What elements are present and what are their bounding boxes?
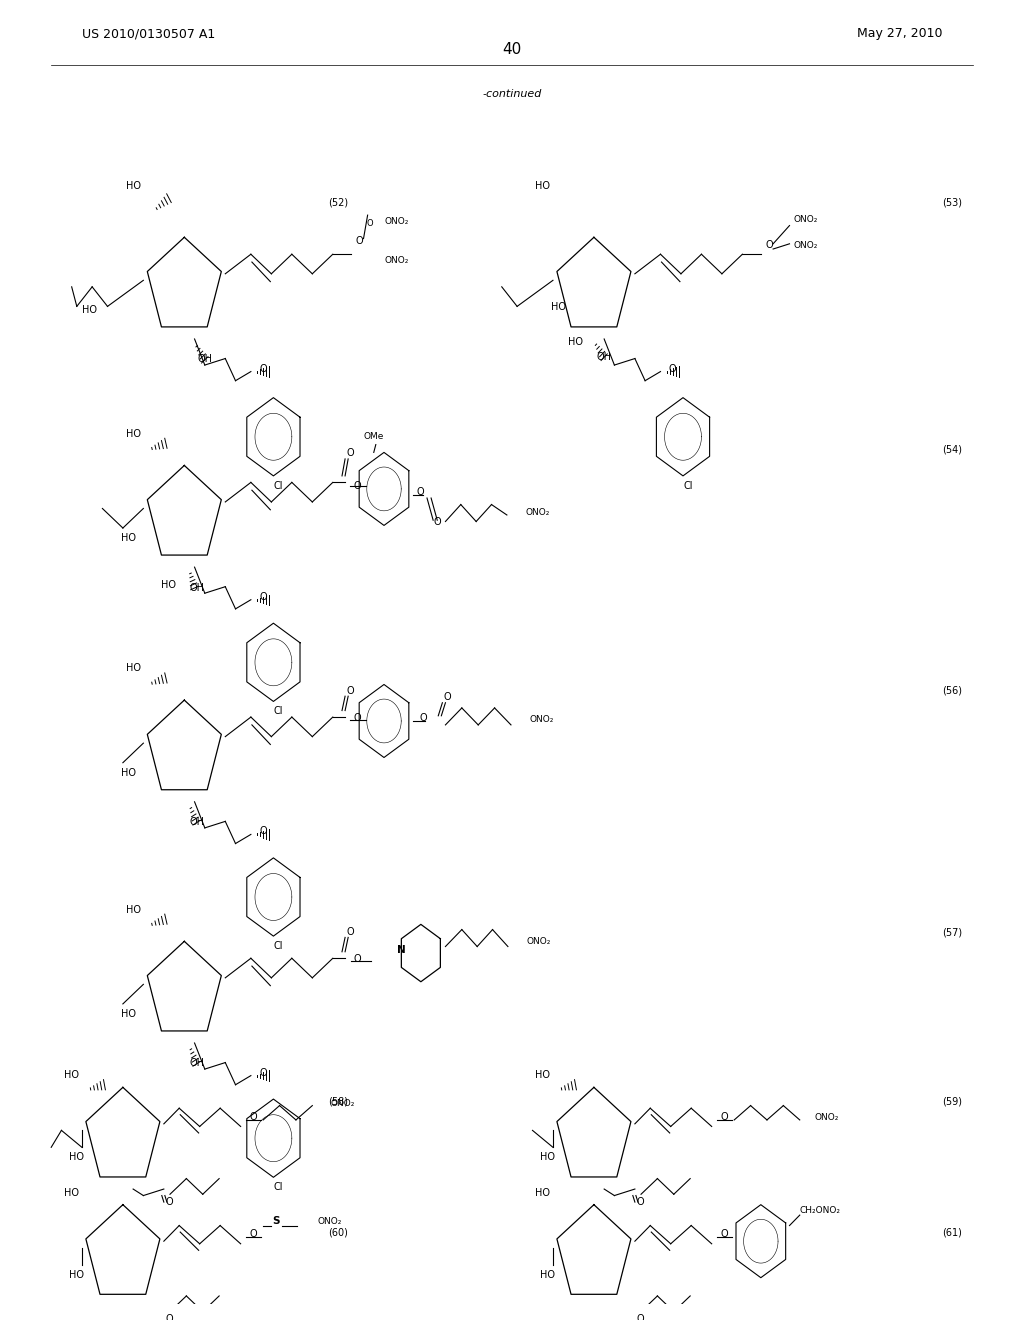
Text: OMe: OMe bbox=[364, 433, 384, 441]
Text: Cl: Cl bbox=[683, 480, 693, 491]
Text: HO: HO bbox=[126, 181, 140, 191]
Text: O: O bbox=[346, 449, 354, 458]
Text: O: O bbox=[720, 1111, 728, 1122]
Text: O: O bbox=[367, 219, 373, 227]
Text: HO: HO bbox=[121, 533, 135, 543]
Text: O: O bbox=[636, 1197, 644, 1206]
Text: O: O bbox=[669, 363, 677, 374]
Text: ONO₂: ONO₂ bbox=[794, 240, 818, 249]
Text: O: O bbox=[249, 1229, 257, 1239]
Text: O: O bbox=[443, 692, 452, 702]
Text: O: O bbox=[259, 363, 267, 374]
Text: OH: OH bbox=[198, 355, 212, 364]
Text: HO: HO bbox=[541, 1270, 555, 1279]
Text: ONO₂: ONO₂ bbox=[529, 715, 554, 725]
Text: ONO₂: ONO₂ bbox=[384, 256, 409, 265]
Text: ONO₂: ONO₂ bbox=[331, 1098, 355, 1107]
Text: HO: HO bbox=[65, 1071, 79, 1080]
Text: O: O bbox=[346, 927, 354, 937]
Text: HO: HO bbox=[121, 1008, 135, 1019]
Text: (61): (61) bbox=[942, 1228, 963, 1237]
Text: O: O bbox=[259, 826, 267, 837]
Text: HO: HO bbox=[568, 338, 584, 347]
Text: OH: OH bbox=[189, 1059, 204, 1068]
Text: O: O bbox=[765, 240, 773, 249]
Text: US 2010/0130507 A1: US 2010/0130507 A1 bbox=[82, 28, 215, 41]
Text: HO: HO bbox=[536, 181, 550, 191]
Text: O: O bbox=[249, 1111, 257, 1122]
Text: HO: HO bbox=[70, 1270, 84, 1279]
Text: Cl: Cl bbox=[273, 1183, 284, 1192]
Text: -continued: -continued bbox=[482, 88, 542, 99]
Text: (57): (57) bbox=[942, 927, 963, 937]
Text: ONO₂: ONO₂ bbox=[794, 215, 818, 223]
Text: (59): (59) bbox=[942, 1097, 963, 1106]
Text: ONO₂: ONO₂ bbox=[526, 937, 551, 946]
Text: O: O bbox=[346, 685, 354, 696]
Text: Cl: Cl bbox=[273, 706, 284, 717]
Text: O: O bbox=[720, 1229, 728, 1239]
Text: (56): (56) bbox=[942, 686, 963, 696]
Text: OH: OH bbox=[189, 582, 204, 593]
Text: S: S bbox=[272, 1216, 281, 1226]
Text: HO: HO bbox=[126, 429, 140, 438]
Text: HO: HO bbox=[126, 904, 140, 915]
Text: O: O bbox=[433, 517, 441, 528]
Text: HO: HO bbox=[126, 664, 140, 673]
Text: (53): (53) bbox=[942, 197, 963, 207]
Text: ONO₂: ONO₂ bbox=[814, 1113, 839, 1122]
Text: O: O bbox=[165, 1313, 173, 1320]
Text: HO: HO bbox=[536, 1188, 550, 1197]
Text: HO: HO bbox=[551, 302, 565, 313]
Text: HO: HO bbox=[82, 305, 96, 315]
Text: HO: HO bbox=[541, 1152, 555, 1163]
Text: O: O bbox=[355, 236, 364, 246]
Text: OH: OH bbox=[189, 817, 204, 828]
Text: O: O bbox=[353, 954, 361, 964]
Text: HO: HO bbox=[121, 768, 135, 777]
Text: (52): (52) bbox=[328, 197, 348, 207]
Text: HO: HO bbox=[65, 1188, 79, 1197]
Text: HO: HO bbox=[162, 579, 176, 590]
Text: 40: 40 bbox=[503, 42, 521, 57]
Text: ONO₂: ONO₂ bbox=[525, 508, 550, 517]
Text: HO: HO bbox=[70, 1152, 84, 1163]
Text: HO: HO bbox=[536, 1071, 550, 1080]
Text: Cl: Cl bbox=[273, 941, 284, 952]
Text: Cl: Cl bbox=[273, 480, 284, 491]
Text: O: O bbox=[165, 1197, 173, 1206]
Text: O: O bbox=[259, 591, 267, 602]
Text: O: O bbox=[636, 1313, 644, 1320]
Text: ONO₂: ONO₂ bbox=[384, 218, 409, 226]
Text: OH: OH bbox=[597, 352, 611, 362]
Text: O: O bbox=[353, 480, 361, 491]
Text: (54): (54) bbox=[942, 445, 963, 455]
Text: May 27, 2010: May 27, 2010 bbox=[857, 28, 942, 41]
Text: ONO₂: ONO₂ bbox=[317, 1217, 342, 1226]
Text: O: O bbox=[419, 713, 427, 723]
Text: N: N bbox=[397, 945, 406, 956]
Text: CH₂ONO₂: CH₂ONO₂ bbox=[800, 1205, 841, 1214]
Text: (60): (60) bbox=[328, 1228, 348, 1237]
Text: (58): (58) bbox=[328, 1097, 348, 1106]
Text: O: O bbox=[259, 1068, 267, 1077]
Text: O: O bbox=[353, 713, 361, 723]
Text: O: O bbox=[416, 487, 424, 498]
